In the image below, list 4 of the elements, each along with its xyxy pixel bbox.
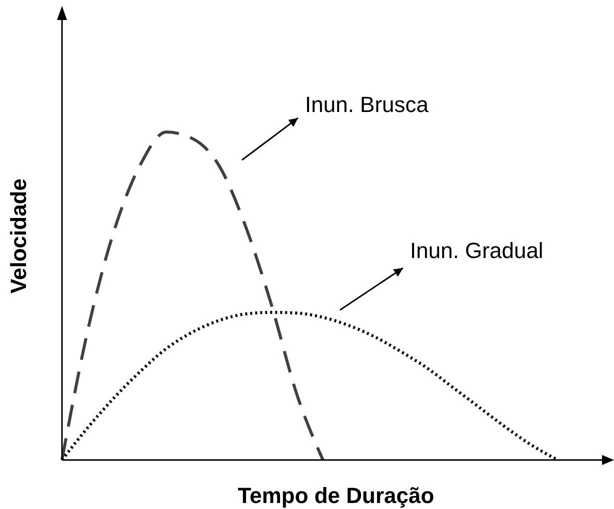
text: Inun. Gradual (410, 238, 544, 263)
text: Inun. Brusca (305, 92, 430, 117)
y-axis-title: Velocidade (6, 178, 31, 294)
x-axis-title: Tempo de Duração (238, 483, 434, 508)
